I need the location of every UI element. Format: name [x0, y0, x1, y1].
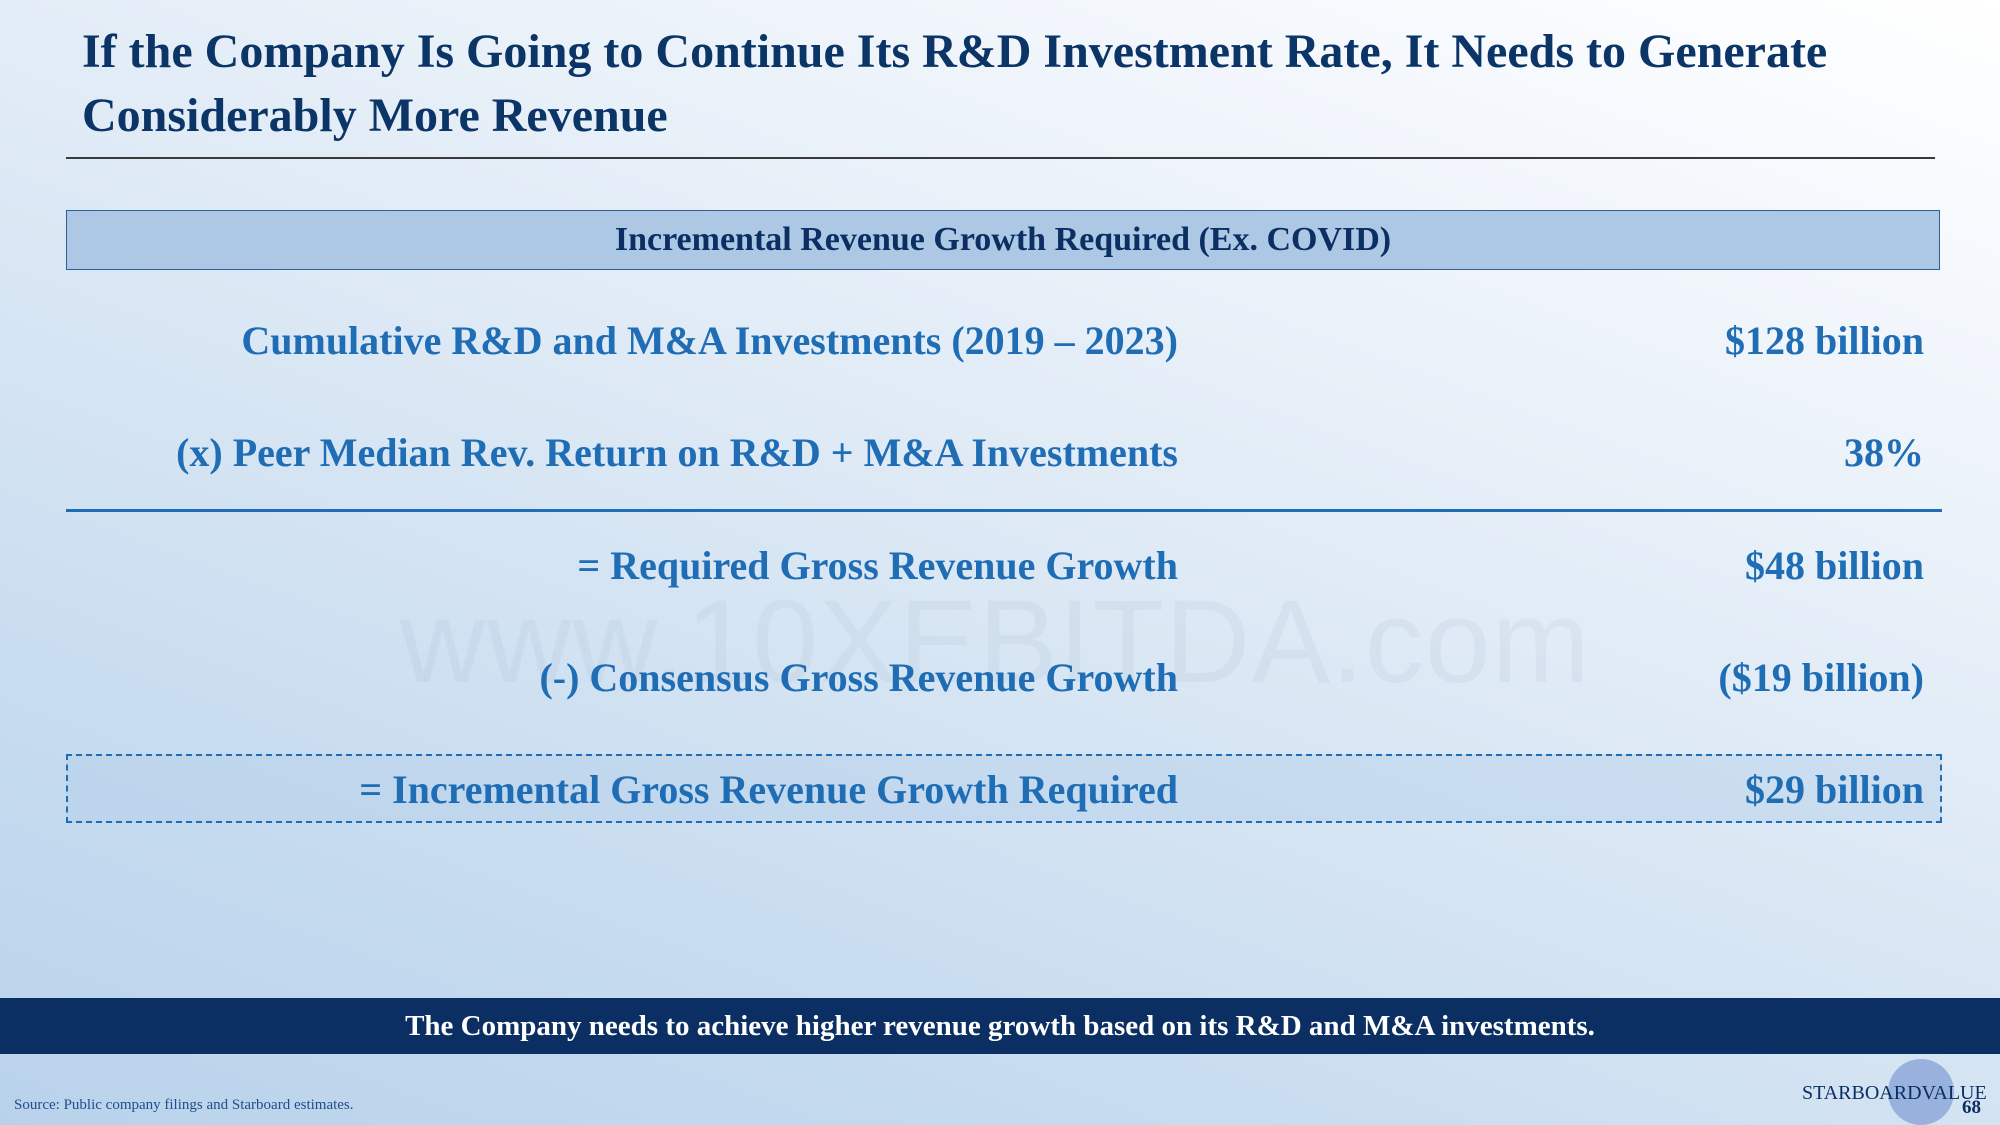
calc-label: = Required Gross Revenue Growth [577, 543, 1178, 588]
source-note: Source: Public company filings and Starb… [14, 1097, 354, 1113]
calc-value: $29 billion [1745, 767, 1924, 812]
calc-value: $48 billion [1745, 543, 1924, 588]
calc-label: (-) Consensus Gross Revenue Growth [539, 655, 1178, 700]
calc-value: $128 billion [1725, 318, 1924, 363]
calc-row-cumulative-investments: Cumulative R&D and M&A Investments (2019… [66, 307, 1940, 375]
calc-value: ($19 billion) [1718, 655, 1924, 700]
calc-label: = Incremental Gross Revenue Growth Requi… [359, 767, 1178, 812]
page-number: 68 [1962, 1097, 1981, 1118]
section-header: Incremental Revenue Growth Required (Ex.… [66, 210, 1940, 270]
logo-badge-icon [1888, 1059, 1954, 1125]
watermark-text: www.10XEBITDA.com [400, 576, 1591, 708]
slide-title: If the Company Is Going to Continue Its … [82, 25, 1828, 142]
calc-row-consensus-growth: (-) Consensus Gross Revenue Growth ($19 … [66, 644, 1940, 712]
calc-row-incremental-growth: = Incremental Gross Revenue Growth Requi… [66, 756, 1940, 824]
conclusion-banner: The Company needs to achieve higher reve… [0, 998, 2000, 1054]
result-highlight-box [66, 754, 1942, 823]
title-divider [66, 157, 1935, 159]
calculation-divider [66, 509, 1942, 512]
company-logo: STARBOARDVALUE [1802, 1082, 1987, 1104]
calc-row-required-growth: = Required Gross Revenue Growth $48 bill… [66, 532, 1940, 600]
calc-label: Cumulative R&D and M&A Investments (2019… [241, 318, 1178, 363]
calc-label: (x) Peer Median Rev. Return on R&D + M&A… [176, 430, 1178, 475]
calc-value: 38% [1844, 430, 1924, 475]
calc-row-peer-median-return: (x) Peer Median Rev. Return on R&D + M&A… [66, 419, 1940, 487]
